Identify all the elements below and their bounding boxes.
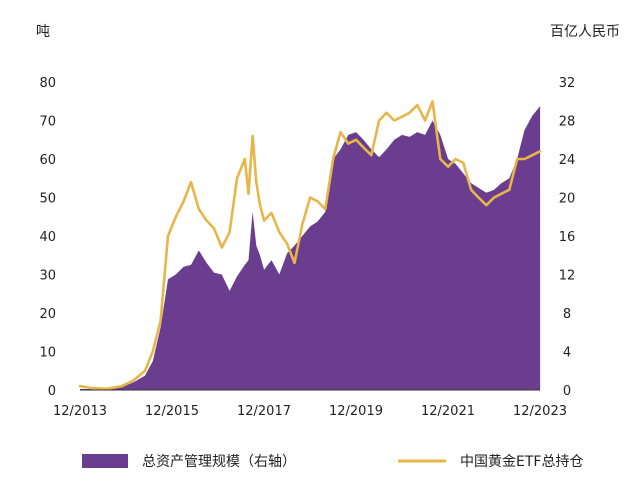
plot-area xyxy=(78,100,542,391)
left-tick-label: 80 xyxy=(39,76,56,91)
x-tick-label: 12/2019 xyxy=(329,404,383,419)
legend-label-aum: 总资产管理规模（右轴） xyxy=(142,454,296,470)
right-axis-ticks: 0 4 8 12 16 20 24 28 32 xyxy=(559,76,576,399)
x-tick-label: 12/2021 xyxy=(421,404,475,419)
left-tick-label: 60 xyxy=(39,153,56,168)
x-tick-label: 12/2017 xyxy=(237,404,291,419)
left-axis-unit: 吨 xyxy=(36,24,50,40)
left-tick-label: 20 xyxy=(39,307,56,322)
right-tick-label: 32 xyxy=(559,76,576,91)
left-tick-label: 70 xyxy=(39,115,56,130)
right-tick-label: 8 xyxy=(563,307,571,322)
aum-area xyxy=(80,106,541,390)
left-tick-label: 0 xyxy=(48,384,56,399)
right-tick-label: 24 xyxy=(559,153,576,168)
left-tick-label: 30 xyxy=(39,269,56,284)
right-tick-label: 4 xyxy=(563,346,571,361)
right-tick-label: 16 xyxy=(559,230,576,245)
legend-label-holdings: 中国黄金ETF总持仓 xyxy=(460,453,583,470)
right-tick-label: 20 xyxy=(559,192,576,207)
right-tick-label: 0 xyxy=(563,384,571,399)
x-tick-label: 12/2015 xyxy=(145,404,199,419)
left-tick-label: 40 xyxy=(39,230,56,245)
x-axis-ticks: 12/2013 12/2015 12/2017 12/2019 12/2021 12/20… xyxy=(53,404,567,419)
etf-holdings-line xyxy=(78,100,542,391)
x-tick-label: 12/2013 xyxy=(53,404,107,419)
right-tick-label: 28 xyxy=(559,115,576,130)
right-axis-unit: 百亿人民币 xyxy=(550,24,620,40)
left-tick-label: 50 xyxy=(39,192,56,207)
left-axis-ticks: 0 10 20 30 40 50 60 70 80 xyxy=(39,76,56,399)
right-tick-label: 12 xyxy=(559,269,576,284)
left-tick-label: 10 xyxy=(39,346,56,361)
legend-swatch-aum xyxy=(82,454,128,468)
legend: 总资产管理规模（右轴） 中国黄金ETF总持仓 xyxy=(82,453,583,470)
x-tick-label: 12/2023 xyxy=(513,404,567,419)
